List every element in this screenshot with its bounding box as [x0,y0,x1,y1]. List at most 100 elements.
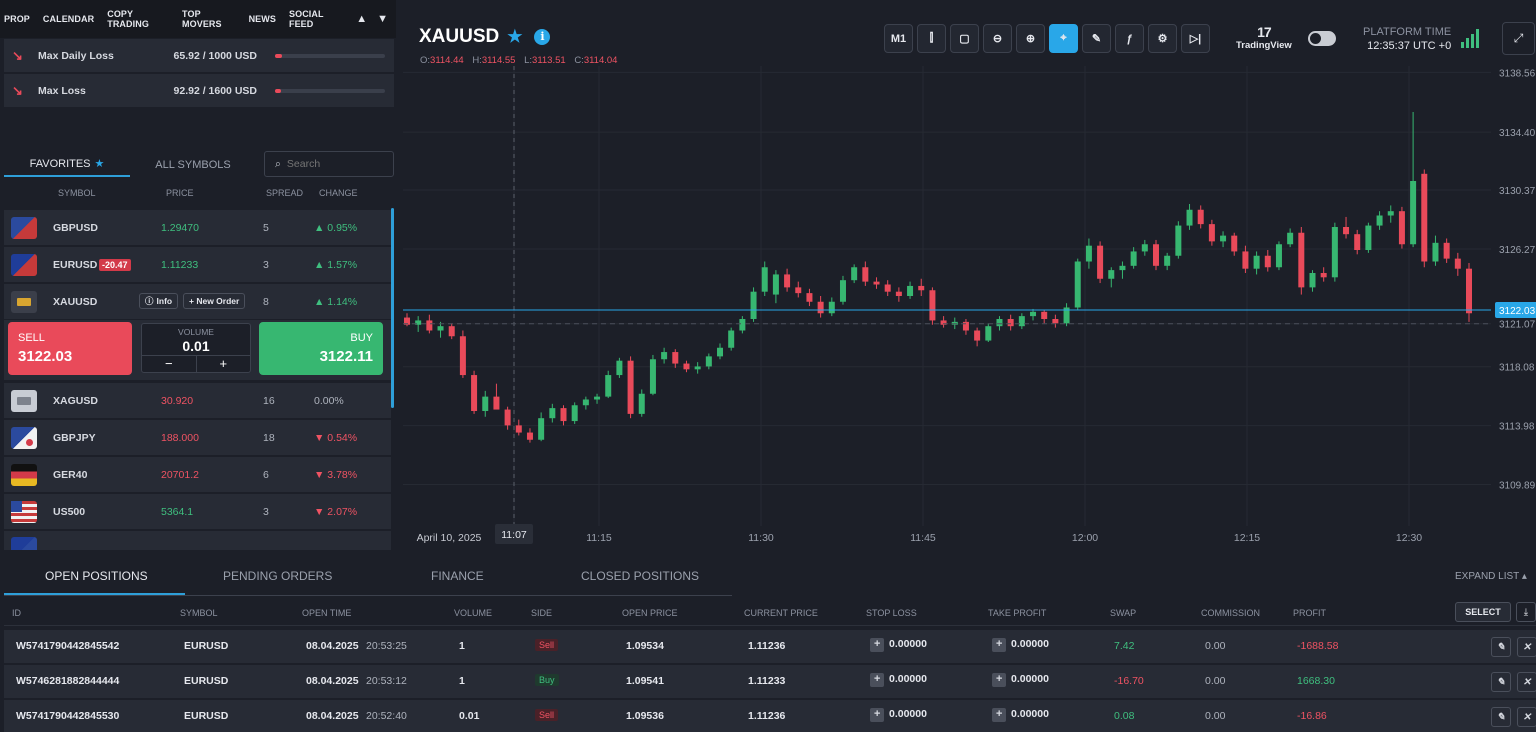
nav-calendar[interactable]: CALENDAR [42,14,95,24]
volume-value[interactable]: 0.01 [182,338,210,354]
col-symbol[interactable]: SYMBOL [180,608,218,618]
candle-body [1443,242,1450,259]
symbol-row-gbpjpy[interactable]: GBPJPY 188.000 18 ▼ 0.54% [4,420,391,455]
table-row[interactable]: W5741790442845530 EURUSD 08.04.2025 20:52:4… [4,700,1536,732]
search-box[interactable]: ⌕ [264,151,394,177]
col-side[interactable]: SIDE [531,608,553,618]
plus-icon[interactable]: + [992,638,1006,652]
nav-news[interactable]: NEWS [248,14,276,24]
col-commission[interactable]: COMMISSION [1201,608,1261,618]
col-profit[interactable]: PROFIT [1293,608,1326,618]
candle-body [1253,255,1260,269]
nav-copy-trading[interactable]: COPY TRADING [107,9,149,29]
table-row[interactable]: W5746281882844444 EURUSD 08.04.2025 20:53:1… [4,665,1536,698]
fullscreen-icon[interactable]: ⤢ [1502,22,1535,55]
candle-body [683,363,690,370]
info-icon[interactable]: i [534,29,551,45]
tab-favorites[interactable]: FAVORITES ★ [4,149,130,177]
star-icon[interactable]: ★ [507,27,523,46]
plus-icon[interactable]: + [870,673,884,687]
expand-list-button[interactable]: EXPAND LIST ▴ [1455,571,1527,582]
chevron-down-icon[interactable]: ▼ [377,13,388,25]
sell-price: 3122.03 [18,348,73,365]
table-row[interactable]: W5741790442845542 EURUSD 08.04.2025 20:53:2… [4,630,1536,663]
crosshair-icon[interactable]: ⌖ [1049,24,1078,53]
col-spread: SPREAD [266,188,304,198]
buy-button[interactable]: BUY 3122.11 [259,322,383,375]
pencil-icon[interactable]: ✎ [1082,24,1111,53]
nav-social-feed[interactable]: SOCIAL FEED [288,9,324,29]
col-open-price[interactable]: OPEN PRICE [622,608,678,618]
symbol-row-ger40[interactable]: GER40 20701.2 6 ▼ 3.78% [4,457,391,492]
chevron-up-icon[interactable]: ▲ [356,13,368,25]
stop-loss-field[interactable]: +0.00000 [870,708,927,722]
tab-finance[interactable]: FINANCE [431,569,484,583]
volume-stepper[interactable]: VOLUME 0.01 − + [141,323,251,373]
candles-icon[interactable]: ⫿ [917,24,946,53]
download-icon[interactable]: ⤓ [1516,602,1536,622]
col-open-time[interactable]: OPEN TIME [302,608,352,618]
candle-body [415,320,422,325]
gear-icon[interactable]: ⚙ [1148,24,1177,53]
minus-button[interactable]: − [142,356,197,372]
symbol-row-us500[interactable]: US500 5364.1 3 ▼ 2.07% [4,494,391,529]
sell-button[interactable]: SELL 3122.03 [8,322,132,375]
info-button[interactable]: ⓘ Info [139,293,179,309]
stop-loss-field[interactable]: +0.00000 [870,638,927,652]
position-id: W5746281882844444 [16,675,120,687]
watchlist-scrollbar[interactable] [391,208,394,408]
take-profit-field[interactable]: +0.00000 [992,638,1049,652]
timeframe-button[interactable]: M1 [884,24,913,53]
nav-prop[interactable]: PROP [4,14,30,24]
symbol-row-eurusd[interactable]: EURUSD -20.47 1.11233 3 ▲ 1.57% [4,247,391,282]
x-tick-label-crosshair: 11:07 [501,529,527,541]
stop-loss-field[interactable]: +0.00000 [870,673,927,687]
plus-icon[interactable]: + [870,638,884,652]
symbol-row-xauusd[interactable]: XAUUSD ⓘ Info + New Order 8 ▲ 1.14% [4,284,391,319]
plus-icon[interactable]: + [992,673,1006,687]
col-stop-loss[interactable]: STOP LOSS [866,608,917,618]
take-profit-field[interactable]: +0.00000 [992,708,1049,722]
plus-button[interactable]: + [219,356,228,371]
take-profit-field[interactable]: +0.00000 [992,673,1049,687]
close-icon[interactable]: ✕ [1517,672,1536,692]
symbol-row-gbpusd[interactable]: GBPUSD 1.29470 5 ▲ 0.95% [4,210,391,245]
search-input[interactable] [286,158,377,170]
tab-all-symbols[interactable]: ALL SYMBOLS [155,158,231,171]
candle-body [918,285,925,291]
flag-eu-gb-icon [11,536,37,550]
chart-toolbar: M1 ⫿ ▢ ⊖ ⊕ ⌖ ✎ ƒ ⚙ ▷| [884,24,1210,53]
zoom-in-icon[interactable]: ⊕ [1016,24,1045,53]
indicators-icon[interactable]: ƒ [1115,24,1144,53]
close-icon[interactable]: ✕ [1517,637,1536,657]
select-button[interactable]: SELECT [1455,602,1511,622]
skip-forward-icon[interactable]: ▷| [1181,24,1210,53]
nav-top-movers[interactable]: TOP MOVERS [182,9,222,29]
close-icon[interactable]: ✕ [1517,707,1536,727]
tab-closed-positions[interactable]: CLOSED POSITIONS [581,569,700,583]
candle-body [538,418,545,440]
tradingview-toggle[interactable] [1308,31,1336,46]
y-tick-label: 3130.37 [1499,186,1536,197]
square-icon[interactable]: ▢ [950,24,979,53]
candle-body [638,393,645,414]
tab-pending-orders[interactable]: PENDING ORDERS [223,569,333,583]
col-current-price[interactable]: CURRENT PRICE [744,608,818,618]
plus-icon[interactable]: + [870,708,884,722]
symbol-row-xagusd[interactable]: XAGUSD 30.920 16 0.00% [4,383,391,418]
positions-tabs: OPEN POSITIONS PENDING ORDERS FINANCE CL… [4,558,732,596]
edit-icon[interactable]: ✎ [1491,672,1511,692]
col-take-profit[interactable]: TAKE PROFIT [988,608,1047,618]
col-id[interactable]: ID [12,608,21,618]
col-swap[interactable]: SWAP [1110,608,1137,618]
zoom-out-icon[interactable]: ⊖ [983,24,1012,53]
edit-icon[interactable]: ✎ [1491,637,1511,657]
new-order-button[interactable]: + New Order [183,293,246,309]
tab-open-positions[interactable]: OPEN POSITIONS [45,569,148,583]
plus-icon[interactable]: + [992,708,1006,722]
symbol-row-partial[interactable] [4,531,391,550]
edit-icon[interactable]: ✎ [1491,707,1511,727]
price-chart[interactable]: 3138.56 3134.40 3130.37 3126.27 3122.03 3121.… [403,66,1536,550]
candle-body [929,290,936,321]
col-volume[interactable]: VOLUME [454,608,493,618]
